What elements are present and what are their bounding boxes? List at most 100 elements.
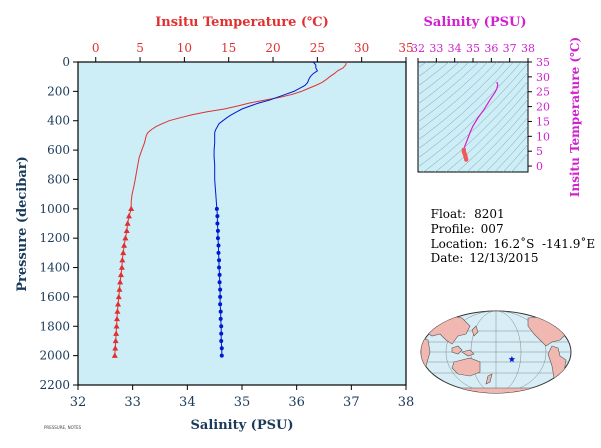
ts-x-tick-label: 36 [484,42,498,55]
salinity-point [216,243,221,248]
pressure-tick-label: 400 [47,114,70,128]
temperature-point [113,330,120,336]
temperature-point [117,279,124,285]
pressure-tick-label: 1200 [39,231,70,245]
ts-x-tick-label: 38 [521,42,535,55]
temperature-point [120,249,127,256]
temperature-point [128,205,135,212]
location-value: 16.2˚S -141.9˚E [493,237,596,251]
temperature-tick-label: 30 [354,41,369,55]
profile-plot: 0200400600800100012001400160018002000220… [15,15,414,433]
ts-x-tick-label: 37 [503,42,517,55]
location-label: Location: [430,237,488,251]
profile-plot-background [77,61,407,386]
isopycnal-line [456,98,528,172]
ts-contour-group [408,0,548,172]
ts-temperature-label: Insitu Temperature (℃) [568,37,582,197]
salinity-tick-label: 37 [343,395,360,410]
temperature-point [116,286,123,292]
footer-note: PRESSURE, NOTES [44,425,82,430]
date-label: Date: [430,251,464,265]
salinity-tick-label: 34 [179,395,196,410]
salinity-point [215,214,220,219]
temperature-point [125,212,132,219]
pressure-tick-label: 0 [62,55,70,69]
ts-y-tick-label: 5 [536,145,543,158]
isopycnal-line [423,71,528,172]
salinity-point [217,258,222,263]
salinity-point [216,250,221,255]
salinity-point [219,338,224,343]
pressure-tick-label: 2200 [39,378,70,392]
ts-y-tick-label: 35 [536,56,550,69]
salinity-point [214,206,219,211]
ts-diagram-background [417,61,529,173]
isopycnal-line [418,62,427,69]
ts-y-tick-label: 0 [536,160,543,173]
salinity-point [215,236,220,241]
isopycnal-line [476,116,528,172]
temperature-point [115,301,122,307]
temperature-point [113,323,120,329]
temperature-tick-label: 0 [92,41,100,55]
temperature-axis-label: Insitu Temperature (℃) [155,15,329,30]
pressure-tick-label: 2000 [39,349,70,363]
temperature-point [118,264,125,270]
temperature-point [114,315,121,322]
temperature-tick-label: 35 [398,41,413,55]
salinity-point [219,346,224,351]
ts-y-tick-label: 15 [536,115,550,128]
salinity-point [219,353,224,358]
date-value: 12/13/2015 [469,251,539,265]
temperature-point [111,352,118,358]
profile-label: Profile: [430,222,475,236]
salinity-ticks: 32 33 34 35 36 37 38 [70,385,414,410]
isopycnal-line [418,62,450,87]
salinity-point [218,294,223,299]
isopycnal-line [408,0,548,66]
temperature-tick-label: 5 [136,41,144,55]
isopycnal-line [446,89,528,172]
ts-x-tick-label: 35 [466,42,480,55]
temperature-point [122,234,129,241]
salinity-point [215,221,220,226]
salinity-point [217,280,222,285]
isopycnal-line [418,62,460,96]
salinity-point [215,228,220,233]
salinity-tick-label: 32 [70,395,87,410]
date-info-line: Date: 12/13/2015 [423,240,539,264]
temperature-ticks: 0 5 10 15 20 25 30 35 [92,41,414,62]
temperature-tick-label: 25 [310,41,325,55]
location-map [420,310,572,394]
isopycnal-line [418,62,498,132]
isopycnal-line [418,62,514,150]
salinity-tick-label: 35 [234,395,251,410]
temperature-point [115,293,122,300]
isopycnal-line [466,107,528,172]
pressure-tick-label: 1600 [39,290,70,304]
ts-x-tick-label: 34 [448,42,462,55]
temperature-tick-label: 10 [177,41,192,55]
isopycnal-line [418,62,439,78]
salinity-tick-label: 33 [124,395,141,410]
float-location-star-icon [508,355,516,363]
temperature-point [121,242,128,248]
isopycnal-line [418,62,489,123]
salinity-point [218,309,223,314]
salinity-tick-label: 36 [288,395,305,410]
profile-value: 007 [480,222,504,236]
isopycnal-contours [408,0,548,172]
ts-salinity-label: Salinity (PSU) [424,15,527,30]
ts-curve [461,81,499,162]
location-info-line: Location: 16.2˚S -141.9˚E [423,226,595,250]
isopycnal-line [418,62,470,105]
temperature-point [124,220,131,226]
profile-info-line: Profile: 007 [423,211,504,235]
salinity-point [217,265,222,270]
ts-y-tick-label: 20 [536,101,550,114]
temperature-tick-label: 20 [265,41,280,55]
pressure-ticks: 0 200 400 600 800 1000 1200 1400 1600 1800 2000 220… [39,55,78,392]
float-value: 8201 [474,207,505,221]
isopycnal-line [418,62,480,114]
